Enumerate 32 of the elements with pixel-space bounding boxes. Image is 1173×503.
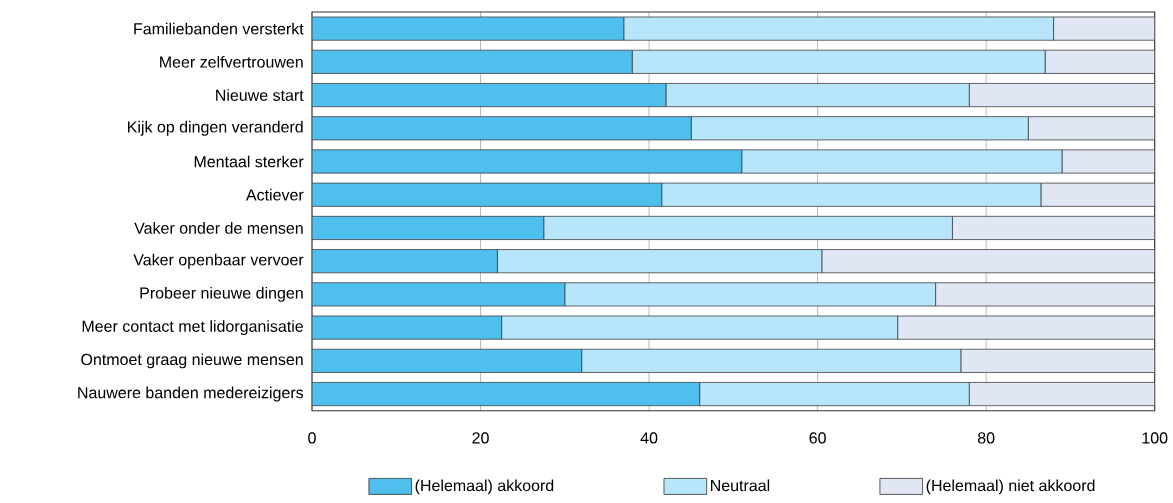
legend-label: Neutraal — [711, 479, 770, 492]
y-tick-label: Ontmoet graag nieuwe mensen — [81, 353, 303, 369]
y-tick-label: Familiebanden versterkt — [134, 22, 304, 35]
y-tick-label: Kijk op dingen veranderd — [128, 120, 303, 136]
bar — [821, 249, 1155, 274]
x-tick-label: 60 — [809, 432, 826, 444]
y-tick-label: Meer zelfvertrouwen — [160, 55, 303, 68]
bar — [952, 215, 1155, 240]
bar — [1044, 49, 1155, 74]
bar — [1040, 182, 1155, 207]
x-tick-label: 40 — [640, 432, 658, 444]
bar — [1027, 116, 1155, 141]
y-tick-label: Nieuwe start — [216, 89, 304, 101]
y-tick-label: Vaker onder de mensen — [134, 222, 303, 234]
bar — [897, 315, 1155, 340]
x-tick-label: 20 — [472, 432, 489, 444]
y-tick-label: Actiever — [245, 188, 304, 201]
y-tick-label: Nauwere banden medereizigers — [78, 386, 304, 402]
y-tick-label: Probeer nieuwe dingen — [140, 286, 303, 302]
bar — [968, 83, 1155, 108]
y-tick-label: Vaker openbaar vervoer — [133, 253, 304, 269]
bar — [935, 282, 1155, 307]
y-tick-label: Meer contact met lidorganisatie — [82, 320, 303, 336]
x-tick-label: 0 — [308, 432, 316, 444]
legend-label: (Helemaal) akkoord — [415, 479, 554, 495]
x-tick-label: 100 — [1142, 432, 1168, 444]
legend-label: (Helemaal) niet akkoord — [926, 479, 1095, 495]
x-tick-label: 80 — [977, 432, 995, 444]
bar — [1053, 16, 1155, 41]
y-tick-label: Mentaal sterker — [194, 155, 304, 168]
bar — [960, 348, 1155, 373]
bar — [968, 382, 1155, 407]
